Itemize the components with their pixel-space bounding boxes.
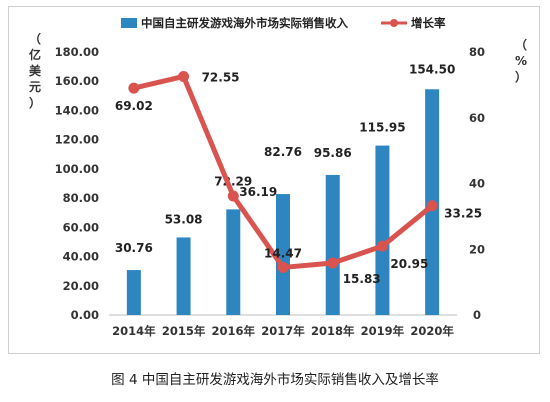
bar bbox=[276, 194, 290, 315]
left-unit-char: ） bbox=[29, 95, 41, 110]
left-unit-char: 美 bbox=[29, 63, 42, 78]
growth-point bbox=[128, 82, 140, 94]
left-axis-unit: （亿美元） bbox=[29, 31, 42, 110]
growth-line bbox=[128, 70, 438, 273]
left-unit-char: 亿 bbox=[29, 47, 41, 62]
growth-point bbox=[376, 240, 388, 252]
bar-value-label: 95.86 bbox=[314, 146, 352, 160]
growth-point bbox=[277, 261, 289, 273]
growth-value-label: 69.02 bbox=[115, 99, 153, 113]
left-tick-label: 80.00 bbox=[63, 191, 99, 205]
right-tick-label: 80 bbox=[469, 45, 485, 59]
bar-value-label: 82.76 bbox=[264, 145, 302, 159]
chart-frame: 中国自主研发游戏海外市场实际销售收入 增长率 （亿美元） （%） 0.00 20.… bbox=[8, 6, 540, 354]
x-tick-label: 2019年 bbox=[361, 324, 405, 338]
chart-svg: 中国自主研发游戏海外市场实际销售收入 增长率 （亿美元） （%） 0.0020.… bbox=[29, 16, 527, 338]
growth-value-label: 15.83 bbox=[343, 272, 381, 286]
legend-line-label: 增长率 bbox=[411, 16, 446, 30]
right-tick-label: 20 bbox=[469, 242, 485, 256]
bar-value-label: 53.08 bbox=[165, 212, 203, 226]
legend-bar-label: 中国自主研发游戏海外市场实际销售收入 bbox=[141, 16, 348, 30]
growth-value-label: 20.95 bbox=[390, 257, 428, 271]
bar bbox=[325, 174, 340, 315]
bar bbox=[176, 237, 191, 315]
left-unit-char: （ bbox=[29, 31, 41, 46]
x-tick-label: 2014年 bbox=[112, 324, 156, 338]
left-tick-label: 140.00 bbox=[55, 103, 99, 117]
growth-value-labels: 69.02 72.55 36.19 14.47 15.83 20.95 33.25 bbox=[115, 70, 482, 285]
figure-caption: 图 4 中国自主研发游戏海外市场实际销售收入及增长率 bbox=[111, 372, 439, 388]
right-unit-char: （ bbox=[515, 37, 527, 52]
right-tick-label: 40 bbox=[469, 177, 485, 191]
left-tick-label: 60.00 bbox=[63, 220, 99, 234]
right-unit-char: ） bbox=[515, 69, 527, 84]
x-tick-label: 2016年 bbox=[212, 324, 256, 338]
growth-point bbox=[227, 190, 239, 202]
growth-value-label: 14.47 bbox=[264, 246, 302, 260]
right-tick-label: 0 bbox=[473, 308, 481, 322]
bar bbox=[375, 145, 390, 315]
left-tick-label: 100.00 bbox=[55, 162, 99, 176]
right-axis-ticks: 0 20 40 60 80 bbox=[469, 45, 485, 322]
left-tick-label: 180.00 bbox=[55, 45, 99, 59]
bar-value-label: 115.95 bbox=[359, 121, 405, 135]
left-axis-ticks: 0.00 20.00 40.00 60.00 80.00 100.00 120.00 140.… bbox=[55, 45, 99, 322]
x-axis-ticks: 2014年 2015年 2016年 2017年 2018年 2019年 2020年 bbox=[112, 324, 454, 338]
legend-bar-swatch bbox=[121, 18, 137, 28]
left-unit-char: 元 bbox=[29, 80, 41, 94]
x-tick-label: 2018年 bbox=[311, 324, 355, 338]
growth-point bbox=[426, 200, 438, 212]
left-tick-label: 160.00 bbox=[55, 74, 99, 88]
bar bbox=[126, 270, 141, 315]
growth-point bbox=[327, 257, 339, 269]
left-tick-label: 20.00 bbox=[63, 279, 99, 293]
x-tick-label: 2017年 bbox=[261, 324, 305, 338]
bar-value-label: 154.50 bbox=[409, 62, 455, 76]
growth-value-label: 33.25 bbox=[444, 207, 482, 221]
growth-point bbox=[178, 70, 190, 82]
bar bbox=[226, 209, 241, 315]
right-unit-char: % bbox=[515, 54, 527, 68]
legend: 中国自主研发游戏海外市场实际销售收入 增长率 bbox=[121, 16, 446, 30]
bars bbox=[126, 89, 440, 315]
legend-line-marker bbox=[390, 19, 398, 27]
right-axis-unit: （%） bbox=[515, 37, 527, 84]
left-tick-label: 120.00 bbox=[55, 133, 99, 147]
left-tick-label: 0.00 bbox=[71, 308, 99, 322]
bar-value-label: 30.76 bbox=[115, 241, 153, 255]
x-tick-label: 2015年 bbox=[162, 324, 206, 338]
right-tick-label: 60 bbox=[469, 111, 485, 125]
growth-value-label: 72.55 bbox=[202, 70, 240, 84]
growth-value-label: 36.19 bbox=[239, 185, 277, 199]
x-tick-label: 2020年 bbox=[410, 324, 454, 338]
left-tick-label: 40.00 bbox=[63, 250, 99, 264]
